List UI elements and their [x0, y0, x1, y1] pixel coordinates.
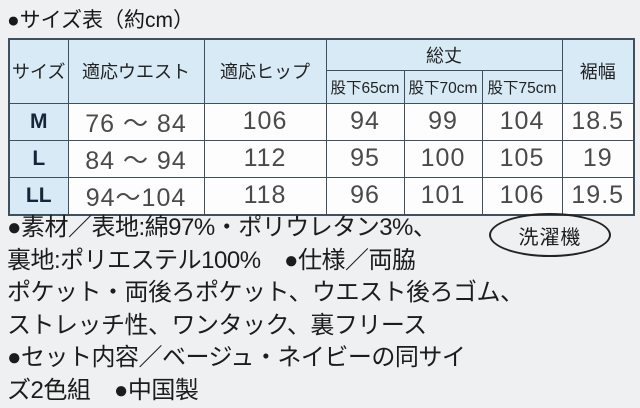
size-cell: L	[8, 139, 69, 178]
inseam75-cell: 104	[481, 102, 563, 141]
description-line: ズ2色組 ●中国製	[7, 376, 199, 404]
table-row-ll: LL 94～104 118 96 101 106 19.5	[8, 176, 635, 215]
header-row-2: 股下65cm 股下70cm 股下75cm	[9, 69, 634, 104]
size-cell: LL	[8, 176, 69, 215]
waist-cell: 94～104	[67, 176, 205, 215]
col-header-waist: 適応ウエスト	[67, 38, 205, 104]
col-header-inseam-65: 股下65cm	[325, 69, 405, 104]
size-chart-title: ●サイズ表（約cm）	[7, 9, 195, 32]
inseam75-cell: 105	[481, 139, 563, 178]
inseam65-cell: 95	[325, 139, 405, 178]
hip-cell: 118	[203, 176, 327, 215]
description-line: 裏地:ポリエステル100% ●仕様／両脇	[7, 246, 416, 274]
size-cell: M	[8, 102, 69, 141]
col-header-inseam-75: 股下75cm	[481, 69, 563, 104]
size-table: サイズ 適応ウエスト 適応ヒップ 総丈 裾幅 股下65cm 股下70cm 股下7…	[8, 38, 635, 216]
description-line: ストレッチ性、ワンタック、裏フリース	[7, 311, 427, 339]
washing-machine-badge: 洗濯機	[489, 213, 611, 257]
table-row-l: L 84 ～ 94 112 95 100 105 19	[8, 139, 635, 178]
hip-cell: 112	[203, 139, 327, 178]
inseam65-cell: 96	[325, 176, 405, 215]
description-line: ポケット・両後ろポケット、ウエスト後ろゴム、	[7, 279, 524, 307]
col-header-total-length: 総丈	[325, 38, 563, 71]
inseam75-cell: 106	[481, 176, 563, 215]
description-line: ●素材／表地:綿97%・ポリウレタン3%、	[7, 214, 437, 241]
inseam65-cell: 94	[325, 102, 405, 141]
col-header-inseam-70: 股下70cm	[403, 69, 483, 104]
inseam70-cell: 100	[403, 139, 483, 178]
product-description: ●素材／表地:綿97%・ポリウレタン3%、 裏地:ポリエステル100% ●仕様／…	[7, 212, 640, 408]
washing-machine-badge-label: 洗濯機	[518, 226, 582, 249]
col-header-hem-width: 裾幅	[561, 38, 635, 104]
header-row-1: サイズ 適応ウエスト 適応ヒップ 総丈 裾幅	[8, 38, 635, 104]
inseam70-cell: 101	[403, 176, 483, 215]
hip-cell: 106	[203, 102, 327, 141]
inseam70-cell: 99	[403, 102, 483, 141]
description-line: ●セット内容／ベージュ・ネイビーの同サイ	[7, 344, 466, 372]
hem-cell: 18.5	[561, 102, 635, 141]
col-header-hip: 適応ヒップ	[203, 38, 327, 104]
table-row-m: M 76 ～ 84 106 94 99 104 18.5	[8, 102, 635, 141]
waist-cell: 76 ～ 84	[67, 102, 205, 141]
col-header-size: サイズ	[8, 38, 69, 104]
hem-cell: 19	[561, 139, 635, 178]
hem-cell: 19.5	[561, 176, 635, 215]
waist-cell: 84 ～ 94	[67, 139, 205, 178]
